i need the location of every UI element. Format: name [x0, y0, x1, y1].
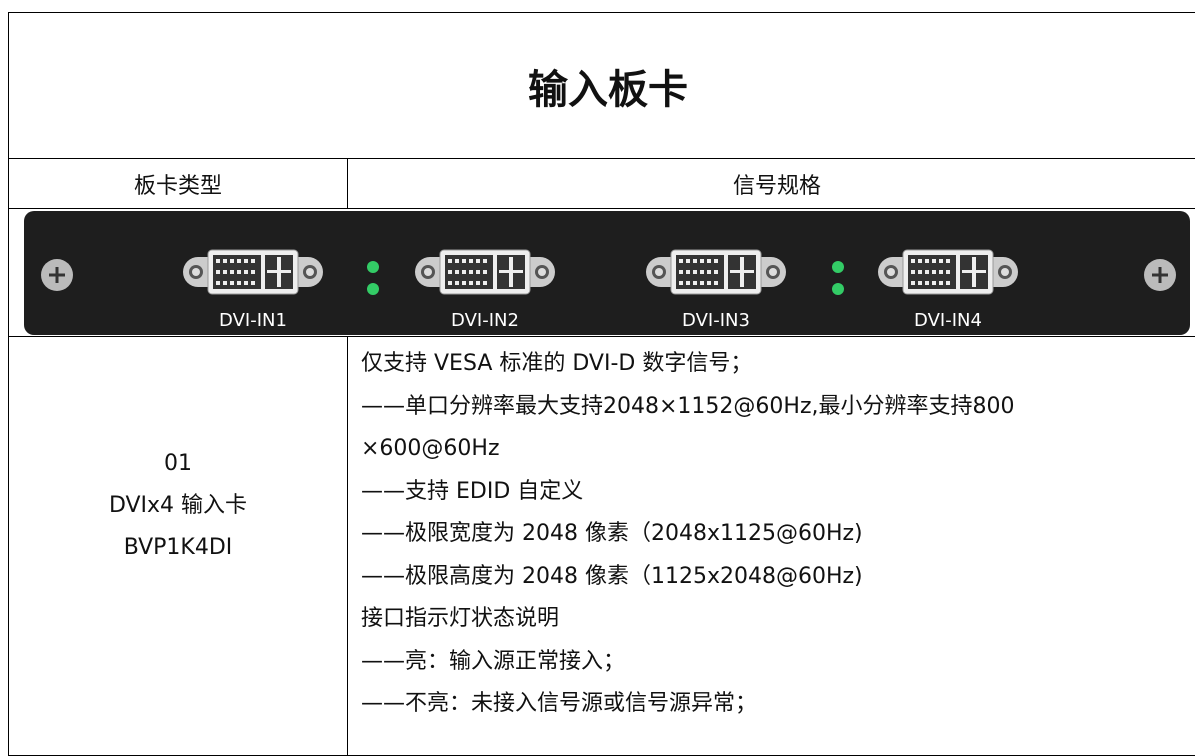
spec-line: ×600@60Hz [361, 436, 500, 461]
spec-line: 接口指示灯状态说明 [361, 606, 560, 631]
port-label: DVI-IN4 [914, 310, 982, 331]
header-cell: 板卡类型 [8, 158, 348, 209]
page: 输入板卡 板卡类型 信号规格 [8, 12, 1195, 756]
card-line: DVIx4 输入卡 [108, 493, 248, 518]
card-cell: 01 DVIx4 输入卡 BVP1K4DI [8, 336, 348, 756]
card-line: 01 [164, 451, 192, 476]
spec-line: ——极限宽度为 2048 像素（2048x1125@60Hz) [361, 521, 863, 546]
spec-line: ——极限高度为 2048 像素（1125x2048@60Hz) [361, 563, 863, 589]
header-cell: 信号规格 [347, 158, 1195, 209]
spec-line: ——亮：输入源正常接入； [361, 648, 626, 674]
card-line: BVP1K4DI [123, 535, 233, 560]
image-cell: DVI-IN1 DVI-IN2 DVI-IN3 DVI-IN4 [8, 208, 1195, 337]
port-label: DVI-IN2 [451, 310, 519, 331]
port-label: DVI-IN1 [219, 310, 287, 331]
spec-cell: 仅支持 VESA 标准的 DVI-D 数字信号； ——单口分辨率最大支持2048… [347, 336, 1195, 756]
spec-line: ——支持 EDID 自定义 [361, 478, 584, 504]
title: 输入板卡 [8, 12, 1195, 159]
spec-line: 仅支持 VESA 标准的 DVI-D 数字信号； [361, 351, 753, 376]
card-panel: DVI-IN1 DVI-IN2 DVI-IN3 DVI-IN4 [24, 211, 1190, 335]
port-label: DVI-IN3 [682, 310, 750, 331]
spec-line: ——单口分辨率最大支持2048×1152@60Hz,最小分辨率支持800 [361, 393, 1015, 419]
spec-line: ——不亮：未接入信号源或信号源异常； [361, 691, 758, 716]
